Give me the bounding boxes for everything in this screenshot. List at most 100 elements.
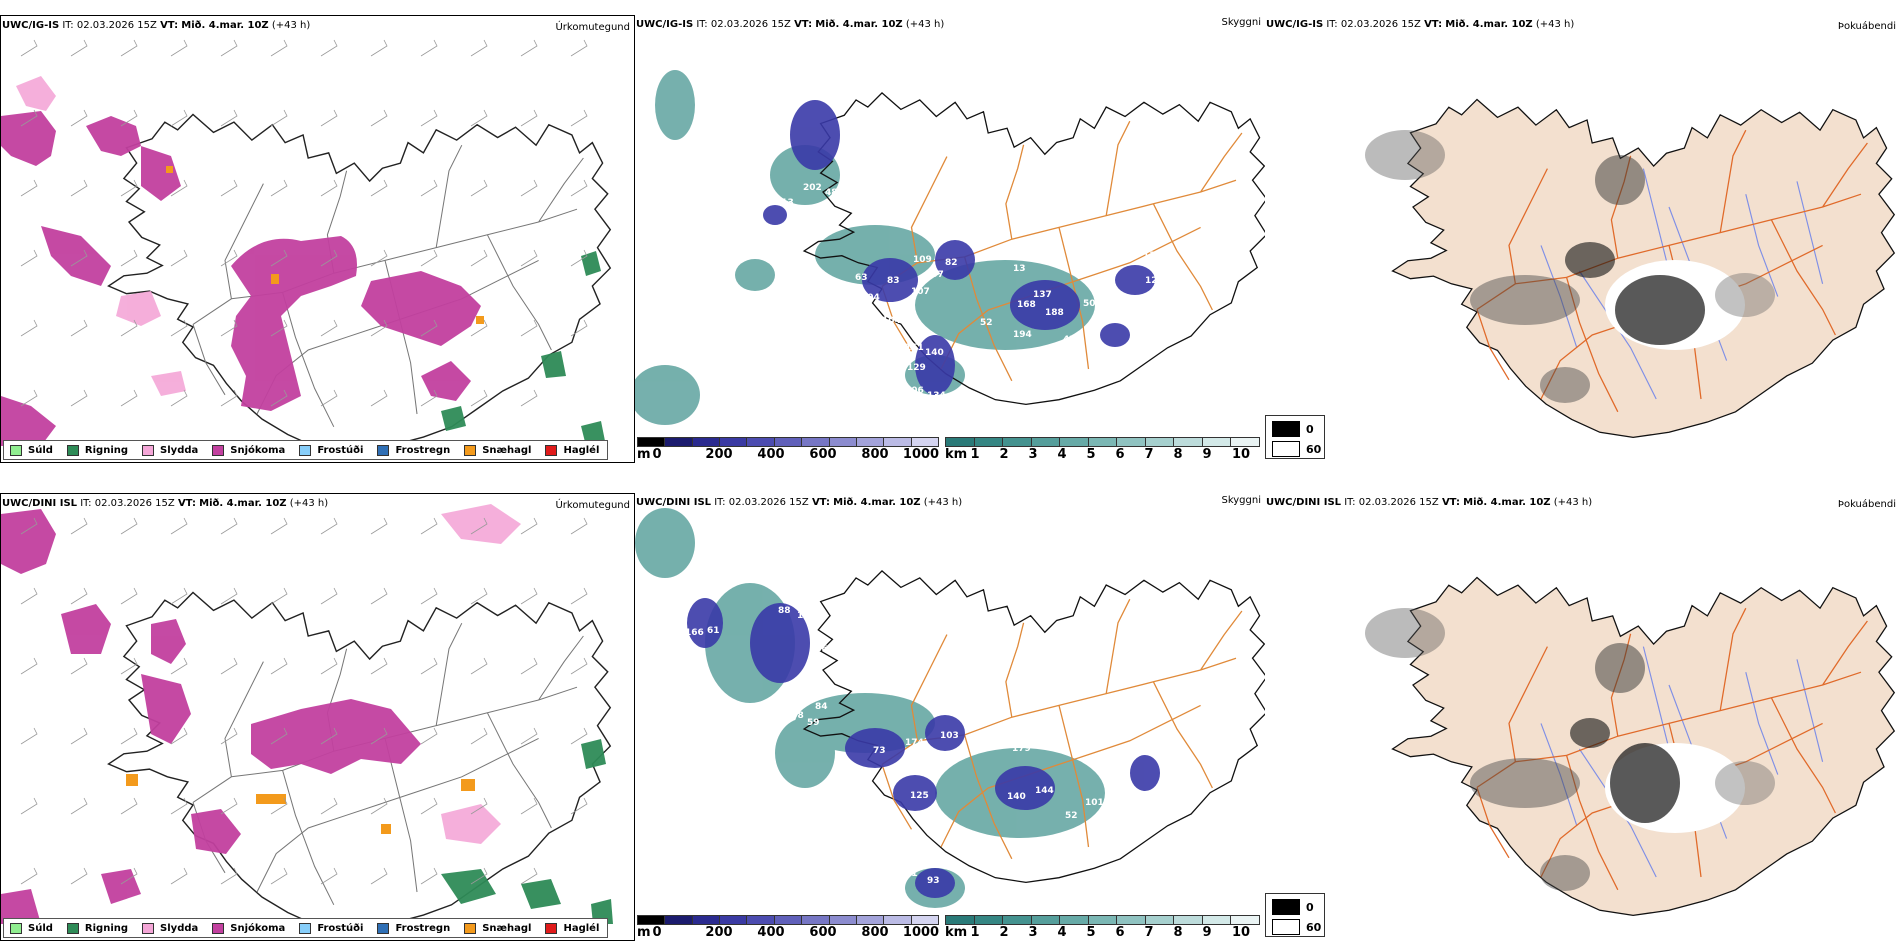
colorbar-tick: 7	[1144, 447, 1154, 462]
cell-value: 71	[905, 869, 918, 879]
legend-item: Frostúði	[299, 444, 363, 456]
cell-value: 63	[855, 273, 868, 283]
cell-value: 106	[757, 776, 776, 786]
cloud-panel-top: UWC/IG-IS IT: 02.03.2026 15Z VT: Mið. 4.…	[635, 15, 1265, 463]
colorbar-unit: km	[945, 925, 968, 940]
cell-value: 144	[1035, 786, 1054, 796]
colorbar-tick: 600	[809, 447, 837, 462]
cell-value: 134	[927, 391, 946, 401]
colorbar-tick: 10	[1231, 447, 1251, 462]
cell-value: 105	[755, 764, 774, 774]
precip-type-legend: Súld Rigning Slydda Snjókoma Frostúði Fr…	[3, 440, 609, 460]
legend-item: Súld	[10, 444, 53, 456]
colorbar-unit: m	[637, 925, 651, 940]
colorbar-tick: 200	[705, 447, 733, 462]
cell-value: 104	[861, 293, 880, 303]
fog-map	[1365, 576, 1895, 917]
colorbar-unit: m	[637, 447, 651, 462]
cell-value: 48	[825, 188, 838, 198]
colorbar-tick: 1	[970, 925, 980, 940]
panel-type-label: Þokuábendi	[1837, 499, 1896, 510]
precip-type-panel-top: UWC/IG-IS IT: 02.03.2026 15Z VT: Mið. 4.…	[0, 15, 635, 463]
colorbar-tick: 2	[999, 925, 1009, 940]
fog-min-label: 0	[1306, 422, 1314, 436]
colorbar-tick: 3	[1028, 925, 1038, 940]
colorbar-tick: 0	[652, 447, 662, 462]
fog-max-label: 60	[1306, 920, 1322, 934]
panel-title: UWC/DINI ISL IT: 02.03.2026 15Z VT: Mið.…	[2, 498, 329, 509]
legend-item: Súld	[10, 922, 53, 934]
cell-value: 16	[815, 644, 828, 654]
cell-value: 12	[1145, 276, 1158, 286]
legend-item: Haglél	[545, 444, 599, 456]
visibility-colorbar: km 1 2 3 4 5 6 7 8 9 10	[945, 437, 1260, 462]
cell-value: 75	[1113, 804, 1126, 814]
panel-type-label: Úrkomutegund	[555, 22, 630, 33]
cell-value: 157	[925, 270, 944, 280]
panel-title: UWC/DINI ISL IT: 02.03.2026 15Z VT: Mið.…	[1266, 497, 1593, 508]
colorbar-tick: 10	[1231, 925, 1251, 940]
colorbar-tick: 4	[1057, 447, 1067, 462]
colorbar-tick: 8	[1173, 925, 1183, 940]
cell-value: 161	[905, 343, 924, 353]
cell-value: 88	[778, 606, 791, 616]
colorbar-tick: 1000	[902, 447, 940, 462]
colorbar-tick: 400	[757, 925, 785, 940]
cell-value: 92	[900, 315, 913, 325]
legend-item: Snjókoma	[212, 922, 285, 934]
colorbar-tick: 0	[652, 925, 662, 940]
panel-type-label: Skyggni	[1221, 17, 1261, 28]
colorbar-tick: 3	[1028, 447, 1038, 462]
colorbar-tick: 8	[1173, 447, 1183, 462]
cell-value: 93	[927, 876, 940, 886]
wind-barbs	[20, 39, 588, 407]
cell-value: 129	[907, 363, 926, 373]
cell-value: 73	[873, 746, 886, 756]
cell-value: 166	[685, 628, 704, 638]
cell-value: 125	[910, 791, 929, 801]
colorbar-tick: 6	[1115, 447, 1125, 462]
fog-min-label: 0	[1306, 900, 1314, 914]
cell-value: 905	[975, 714, 994, 724]
cell-value: 202	[803, 183, 822, 193]
cell-value: 137	[1033, 290, 1052, 300]
cell-value: 42	[1063, 335, 1076, 345]
cloud-map: 73 174 103 905 196 179 140 144 52 101 75…	[635, 508, 1265, 908]
panel-title: UWC/IG-IS IT: 02.03.2026 15Z VT: Mið. 4.…	[636, 19, 945, 30]
low-cloud-areas	[635, 70, 1095, 425]
panel-type-label: Þokuábendi	[1837, 21, 1896, 32]
cell-value: 61	[707, 626, 720, 636]
panel-title: UWC/IG-IS IT: 02.03.2026 15Z VT: Mið. 4.…	[2, 20, 311, 31]
legend-item: Snæhagl	[464, 444, 531, 456]
cell-value: 82	[945, 258, 958, 268]
panel-type-label: Skyggni	[1221, 495, 1261, 506]
legend-item: Snæhagl	[464, 922, 531, 934]
legend-item: Slydda	[142, 444, 198, 456]
colorbar-tick: 7	[1144, 925, 1154, 940]
cell-value: 52	[980, 318, 993, 328]
fog-map	[1365, 98, 1895, 439]
legend-item: Rigning	[66, 922, 128, 934]
colorbar-tick: 800	[861, 447, 889, 462]
visibility-colorbar: km 1 2 3 4 5 6 7 8 9 10	[945, 915, 1260, 940]
fog-colorbar: 0 60	[1265, 893, 1325, 937]
colorbar-tick: 200	[705, 925, 733, 940]
cloud-map: 83 107 157 82 109 63 214 104 92 104 161 …	[635, 70, 1265, 425]
fog-shading	[1365, 130, 1775, 403]
cell-value: 101	[1085, 798, 1104, 808]
cell-value: 179	[1012, 744, 1031, 754]
cell-value: 140	[1007, 792, 1026, 802]
snow-areas	[1, 111, 481, 446]
colorbar-tick: 9	[1202, 447, 1212, 462]
legend-item: Haglél	[545, 922, 599, 934]
cell-value: 59	[807, 718, 820, 728]
cell-value: 98	[715, 726, 728, 736]
cell-value: 55	[720, 233, 733, 243]
colorbar-tick: 9	[1202, 925, 1212, 940]
panel-title: UWC/DINI ISL IT: 02.03.2026 15Z VT: Mið.…	[636, 497, 963, 508]
legend-item: Snjókoma	[212, 444, 285, 456]
colorbar-tick: 1000	[902, 925, 940, 940]
colorbar-tick: 800	[861, 925, 889, 940]
colorbar-tick: 1	[970, 447, 980, 462]
colorbar-tick: 2	[999, 447, 1009, 462]
